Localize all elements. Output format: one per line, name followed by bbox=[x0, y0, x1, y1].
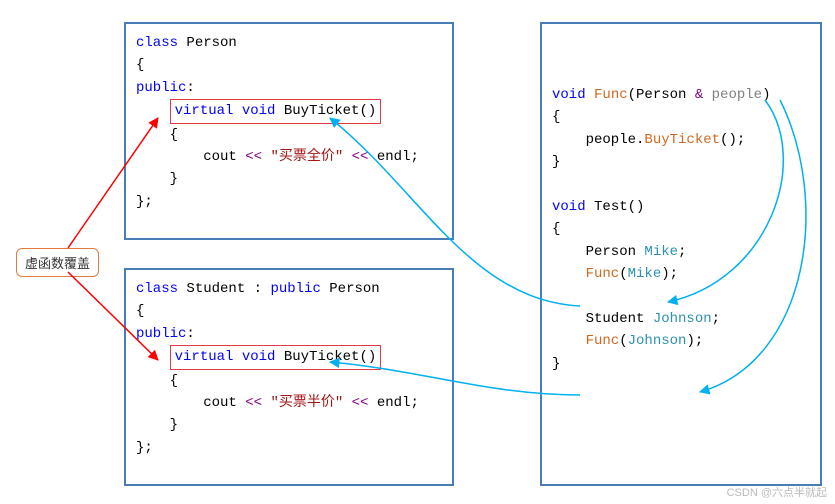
student-line6: cout << "买票半价" << endl; bbox=[136, 392, 442, 414]
watermark: CSDN @六点半就起 bbox=[727, 484, 827, 500]
student-line5: { bbox=[136, 370, 442, 392]
student-line3: public: bbox=[136, 323, 442, 345]
student-line2: { bbox=[136, 300, 442, 322]
person-class-box: class Person { public: virtual void BuyT… bbox=[124, 22, 454, 240]
student-virtual-highlight: virtual void BuyTicket() bbox=[170, 345, 382, 369]
test-line4: Func(Mike); bbox=[552, 263, 810, 285]
test-line6: Func(Johnson); bbox=[552, 330, 810, 352]
person-line5: { bbox=[136, 124, 442, 146]
person-line6: cout << "买票全价" << endl; bbox=[136, 146, 442, 168]
func-line2: { bbox=[552, 106, 810, 128]
person-line7: } bbox=[136, 168, 442, 190]
test-line3: Person Mike; bbox=[552, 241, 810, 263]
person-line4: virtual void BuyTicket() bbox=[136, 99, 442, 123]
test-line1: void Test() bbox=[552, 196, 810, 218]
student-line8: }; bbox=[136, 437, 442, 459]
test-line2: { bbox=[552, 218, 810, 240]
student-line1: class Student : public Person bbox=[136, 278, 442, 300]
test-line7: } bbox=[552, 353, 810, 375]
func-line3: people.BuyTicket(); bbox=[552, 129, 810, 151]
func-line1: void Func(Person & people) bbox=[552, 84, 810, 106]
test-line5: Student Johnson; bbox=[552, 308, 810, 330]
person-line3: public: bbox=[136, 77, 442, 99]
person-line8: }; bbox=[136, 191, 442, 213]
override-label-text: 虚函数覆盖 bbox=[25, 257, 90, 272]
student-line4: virtual void BuyTicket() bbox=[136, 345, 442, 369]
person-line1: class Person bbox=[136, 32, 442, 54]
person-virtual-highlight: virtual void BuyTicket() bbox=[170, 99, 382, 123]
func-line4: } bbox=[552, 151, 810, 173]
student-class-box: class Student : public Person { public: … bbox=[124, 268, 454, 486]
override-label: 虚函数覆盖 bbox=[16, 248, 99, 277]
student-line7: } bbox=[136, 414, 442, 436]
person-line2: { bbox=[136, 54, 442, 76]
usage-code-box: void Func(Person & people) { people.BuyT… bbox=[540, 22, 822, 486]
